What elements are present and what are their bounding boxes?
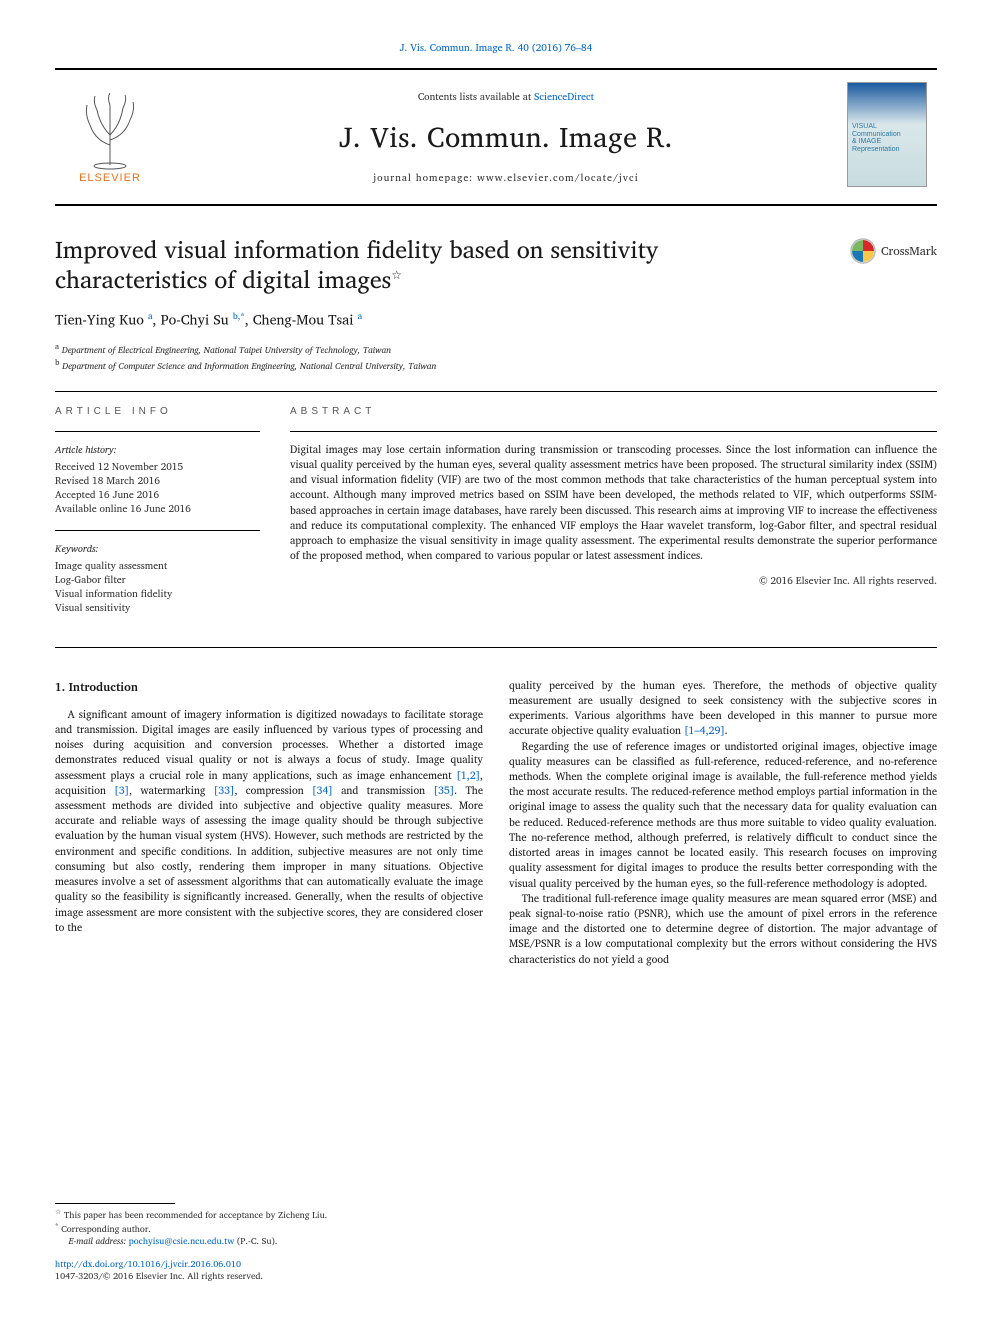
article-info-divider [55,431,260,432]
history-received: Received 12 November 2015 [55,460,260,474]
corresponding-email-link[interactable]: pochyisu@csie.ncu.edu.tw [129,1233,235,1248]
history-online: Available online 16 June 2016 [55,502,260,516]
abstract-divider [290,431,937,432]
author-3-affil[interactable]: a [358,308,363,323]
history-head: Article history: [55,442,260,458]
abstract-column: ABSTRACT Digital images may lose certain… [290,406,937,629]
email-tail: (P.-C. Su). [234,1233,277,1248]
keyword-1: Image quality assessment [55,559,260,573]
author-list: Tien-Ying Kuo a, Po-Chyi Su b,*, Cheng-M… [55,308,937,332]
footnotes-rule [55,1203,175,1204]
available-line: Contents lists available at ScienceDirec… [165,89,847,105]
divider-bottom [55,647,937,648]
abstract-text: Digital images may lose certain informat… [290,442,937,564]
article-info-label: ARTICLE INFO [55,406,260,417]
section-1-heading: 1. Introduction [55,678,483,697]
section-title: Introduction [69,678,138,697]
keyword-4: Visual sensitivity [55,601,260,615]
paper-title: Improved visual information fidelity bas… [55,234,785,294]
history-revised: Revised 18 March 2016 [55,474,260,488]
available-prefix: Contents lists available at [418,89,534,105]
col1-p1: A significant amount of imagery informat… [55,707,483,935]
author-2: Po-Chyi Su [161,309,229,332]
affiliations: a Department of Electrical Engineering, … [55,340,937,373]
affil-b-text: Department of Computer Science and Infor… [62,358,436,373]
keywords-head: Keywords: [55,541,260,557]
elsevier-tree-icon [75,90,145,170]
crossmark-badge[interactable]: CrossMark [850,238,937,264]
issn-copyright: 1047-3203/© 2016 Elsevier Inc. All right… [55,1268,263,1283]
abstract-label: ABSTRACT [290,406,937,417]
body-column-right: quality perceived by the human eyes. The… [509,678,937,967]
header-citation-link[interactable]: J. Vis. Commun. Image R. 40 (2016) 76–84 [400,40,593,56]
author-1: Tien-Ying Kuo [55,309,144,332]
article-info-column: ARTICLE INFO Article history: Received 1… [55,406,260,629]
title-footnote-star: ☆ [391,266,402,285]
affil-a-text: Department of Electrical Engineering, Na… [62,342,391,357]
crossmark-label: CrossMark [881,242,937,261]
section-number: 1. [55,678,69,697]
sciencedirect-link[interactable]: ScienceDirect [534,89,594,105]
author-3: Cheng-Mou Tsai [253,309,354,332]
masthead: ELSEVIER Contents lists available at Sci… [55,68,937,206]
history-accepted: Accepted 16 June 2016 [55,488,260,502]
cover-label-4: Representation [852,146,899,153]
col2-p3: The traditional full-reference image qua… [509,891,937,967]
publisher-logo-block: ELSEVIER [55,90,165,184]
col2-p1: quality perceived by the human eyes. The… [509,678,937,739]
journal-name: J. Vis. Commun. Image R. [165,115,847,160]
col2-p2: Regarding the use of reference images or… [509,739,937,891]
publisher-label: ELSEVIER [79,172,141,184]
journal-homepage: journal homepage: www.elsevier.com/locat… [165,170,847,186]
sep-2: , [245,309,253,332]
title-line-2: characteristics of digital images [55,259,391,299]
affil-a-sup: a [55,339,59,353]
header-citation: J. Vis. Commun. Image R. 40 (2016) 76–84 [55,40,937,56]
body-column-left: 1. Introduction A significant amount of … [55,678,483,967]
footnotes: ☆ This paper has been recommended for ac… [55,1203,475,1283]
journal-cover: VISUAL Communication & IMAGE Representat… [847,82,937,192]
keywords-divider [55,530,260,531]
crossmark-icon [850,238,876,264]
affil-b-sup: b [55,355,59,369]
email-label: E-mail address: [69,1233,129,1248]
keyword-2: Log-Gabor filter [55,573,260,587]
cover-label-3: & IMAGE [852,138,881,145]
abstract-copyright: © 2016 Elsevier Inc. All rights reserved… [290,573,937,589]
keyword-3: Visual information fidelity [55,587,260,601]
sep-1: , [153,309,161,332]
cover-label-2: Communication [852,131,901,138]
cover-label-1: VISUAL [852,123,877,130]
